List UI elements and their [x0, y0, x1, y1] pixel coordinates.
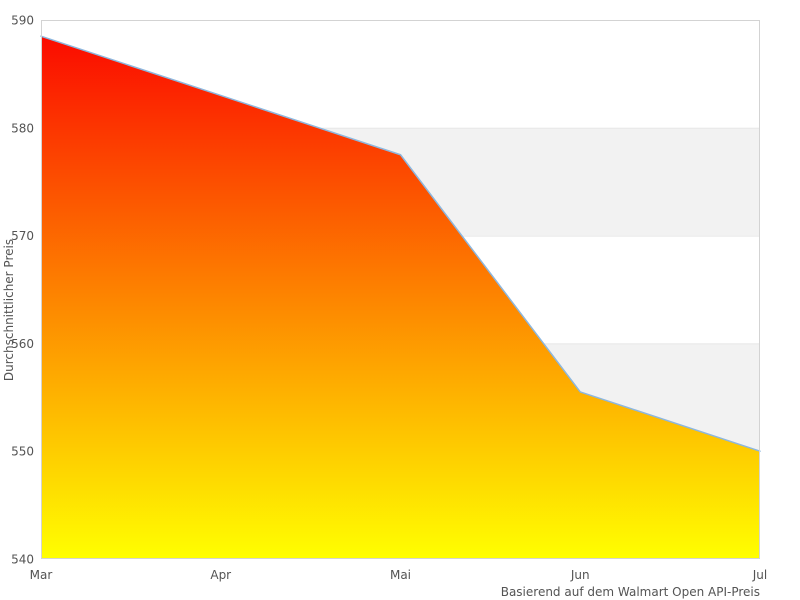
- x-tick-label: Jul: [752, 568, 767, 582]
- y-tick-label: 570: [11, 229, 34, 243]
- y-tick-label: 550: [11, 445, 34, 459]
- y-tick-label: 590: [11, 14, 34, 28]
- chart-caption: Basierend auf dem Walmart Open API-Preis: [501, 585, 760, 599]
- plot-border: [41, 20, 760, 559]
- x-tick-label: Mai: [390, 568, 411, 582]
- x-axis-tick-labels: Mar Apr Mai Jun Jul: [30, 568, 768, 582]
- x-tick-label: Apr: [210, 568, 231, 582]
- y-axis-tick-labels: 540 550 560 570 580 590: [11, 14, 34, 567]
- x-tick-label: Jun: [570, 568, 590, 582]
- y-tick-label: 580: [11, 121, 34, 135]
- y-tick-label: 540: [11, 553, 34, 567]
- price-area-fill: [41, 36, 760, 560]
- y-tick-label: 560: [11, 337, 34, 351]
- x-tick-label: Mar: [30, 568, 53, 582]
- y-axis-title: Durchschnittlicher Preis: [2, 239, 16, 381]
- price-line: [40, 35, 761, 452]
